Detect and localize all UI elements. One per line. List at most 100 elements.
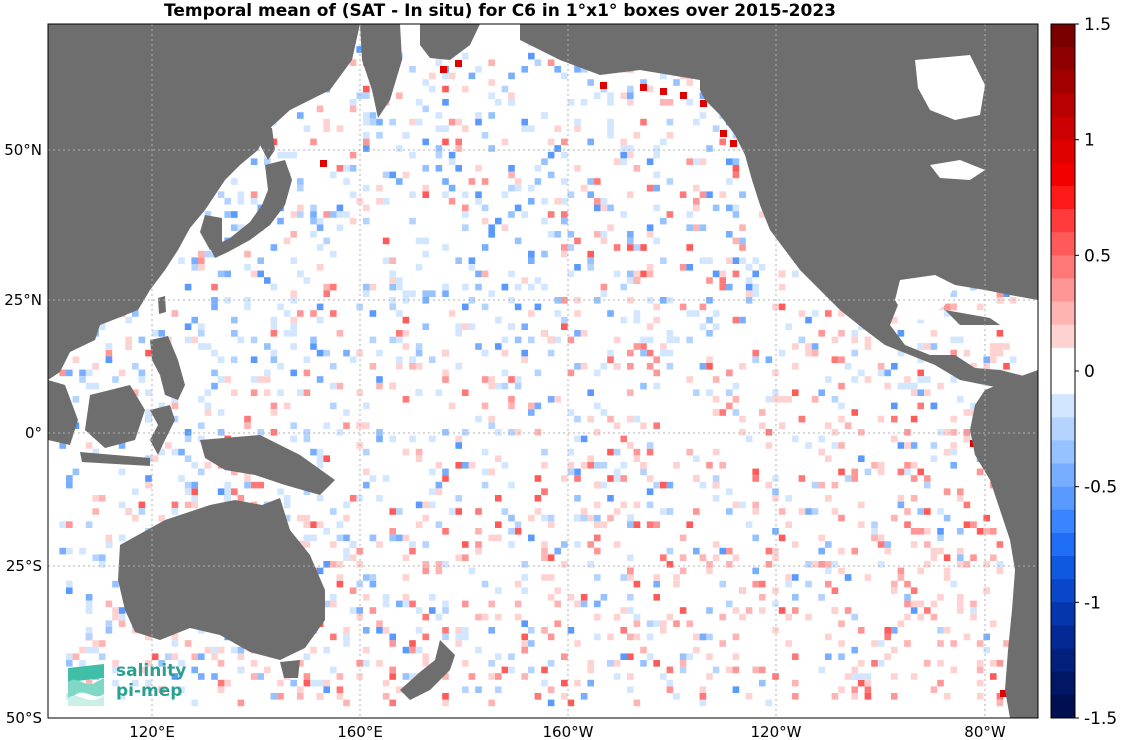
anomaly-pixel (224, 679, 231, 687)
anomaly-pixel (244, 264, 251, 271)
anomaly-pixel (442, 699, 449, 707)
anomaly-pixel (66, 653, 73, 660)
anomaly-pixel (429, 468, 436, 476)
anomaly-pixel (250, 660, 258, 667)
anomaly-pixel (501, 224, 509, 231)
colorbar-segment (1051, 47, 1075, 71)
anomaly-pixel (442, 191, 449, 198)
anomaly-pixel (495, 429, 502, 436)
anomaly-pixel (336, 211, 344, 218)
anomaly-pixel (792, 541, 799, 548)
anomaly-pixel (917, 600, 924, 608)
anomaly-pixel (488, 673, 495, 680)
anomaly-pixel (587, 264, 594, 271)
anomaly-pixel (283, 310, 291, 317)
anomaly-pixel-strong (600, 82, 607, 89)
anomaly-pixel (547, 514, 555, 522)
anomaly-pixel (600, 198, 608, 205)
anomaly-pixel (785, 323, 792, 330)
anomaly-pixel (877, 462, 885, 469)
anomaly-pixel (528, 402, 535, 410)
anomaly-pixel (666, 211, 674, 218)
anomaly-pixel (330, 633, 337, 641)
anomaly-pixel (739, 363, 746, 370)
anomaly-pixel (488, 627, 495, 634)
anomaly-pixel (363, 112, 370, 119)
anomaly-pixel (521, 349, 528, 357)
anomaly-pixel (145, 349, 152, 357)
anomaly-pixel (996, 541, 1004, 548)
anomaly-pixel (534, 475, 542, 482)
anomaly-pixel (891, 316, 898, 324)
anomaly-pixel (310, 231, 317, 238)
anomaly-pixel (587, 389, 594, 396)
anomaly-pixel (633, 613, 641, 621)
anomaly-pixel (594, 231, 601, 238)
anomaly-pixel (600, 237, 608, 245)
anomaly-pixel (587, 257, 594, 264)
anomaly-pixel (462, 389, 469, 396)
anomaly-pixel (640, 660, 647, 667)
anomaly-pixel (660, 620, 667, 627)
anomaly-pixel (105, 534, 113, 542)
land-new-zealand (400, 640, 455, 700)
anomaly-pixel (653, 145, 660, 152)
anomaly-pixel (891, 580, 898, 588)
anomaly-pixel (138, 666, 146, 674)
anomaly-pixel (323, 646, 330, 654)
anomaly-pixel (719, 277, 726, 284)
anomaly-pixel (310, 310, 317, 317)
anomaly-pixel (475, 270, 482, 278)
anomaly-pixel (330, 508, 337, 515)
anomaly-pixel (587, 250, 594, 258)
anomaly-pixel (778, 283, 786, 291)
anomaly-pixel (990, 349, 997, 357)
anomaly-pixel (752, 356, 759, 363)
anomaly-pixel (673, 580, 680, 588)
anomaly-pixel (330, 363, 337, 370)
anomaly-pixel (580, 508, 588, 515)
anomaly-pixel (270, 138, 278, 146)
anomaly-pixel (231, 316, 238, 324)
anomaly-pixel (448, 508, 456, 515)
anomaly-pixel (429, 488, 436, 495)
land-sumatra (48, 380, 78, 445)
anomaly-pixel (792, 693, 799, 700)
anomaly-pixel (897, 382, 905, 390)
anomaly-pixel (396, 277, 403, 284)
anomaly-pixel (501, 191, 509, 198)
anomaly-pixel (217, 488, 225, 495)
anomaly-pixel (759, 409, 766, 416)
anomaly-pixel (607, 356, 614, 363)
anomaly-pixel (363, 283, 370, 291)
anomaly-pixel (613, 422, 621, 429)
anomaly-pixel (178, 660, 185, 667)
anomaly-pixel (712, 376, 720, 383)
anomaly-pixel (957, 495, 964, 502)
anomaly-pixel (396, 686, 403, 693)
anomaly-pixel (627, 633, 634, 641)
land-masses (48, 24, 1038, 718)
anomaly-pixel (277, 679, 284, 687)
anomaly-pixel (514, 376, 522, 383)
anomaly-pixel (224, 495, 231, 502)
anomaly-pixel (422, 138, 429, 146)
anomaly-pixel (613, 270, 621, 278)
anomaly-pixel (587, 679, 594, 687)
anomaly-pixel (541, 554, 548, 561)
anomaly-pixel (541, 330, 548, 337)
anomaly-pixel (706, 673, 713, 680)
anomaly-pixel (211, 349, 218, 357)
anomaly-pixel (250, 389, 258, 396)
anomaly-pixel (990, 343, 997, 350)
anomaly-pixel (785, 574, 792, 581)
anomaly-pixel (587, 191, 594, 198)
anomaly-pixel (369, 574, 377, 581)
anomaly-pixel (105, 541, 113, 548)
anomaly-pixel (884, 541, 891, 548)
anomaly-pixel (59, 521, 66, 528)
anomaly-pixel (673, 336, 680, 344)
anomaly-pixel (844, 574, 852, 581)
anomaly-pixel (462, 541, 469, 548)
anomaly-pixel (475, 646, 482, 654)
